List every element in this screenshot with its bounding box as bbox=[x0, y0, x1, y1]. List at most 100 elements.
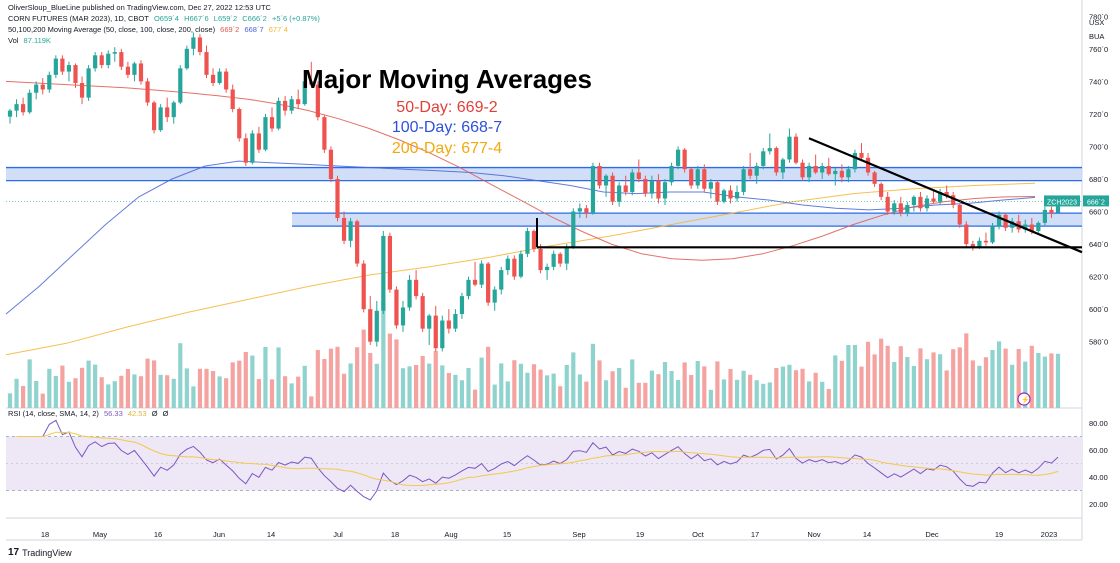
ohlc-high: H667´6 bbox=[184, 14, 209, 23]
volume-bar bbox=[512, 360, 517, 408]
volume-bar bbox=[643, 382, 648, 408]
candle-body bbox=[171, 102, 176, 118]
time-axis-label: 18 bbox=[391, 530, 399, 539]
event-flash-icon bbox=[1017, 392, 1031, 406]
candle-body bbox=[970, 244, 975, 248]
time-axis-label: 17 bbox=[751, 530, 759, 539]
candle-body bbox=[571, 211, 576, 248]
publisher-text: OliverSloup_BlueLine published on Tradin… bbox=[8, 3, 271, 12]
unit-label: BUA bbox=[1089, 32, 1104, 41]
price-axis-label: 660´0 bbox=[1089, 208, 1108, 217]
candle-body bbox=[564, 247, 569, 264]
tradingview-logo[interactable]: 17 TradingView bbox=[8, 547, 72, 558]
volume-bar bbox=[905, 357, 910, 408]
candle-body bbox=[1042, 209, 1047, 223]
volume-bar bbox=[7, 393, 13, 408]
rsi-legend[interactable]: RSI (14, close, SMA, 14, 2) 56.33 42.53 … bbox=[8, 409, 172, 419]
candle-body bbox=[86, 68, 91, 98]
rsi-axis-label: 60.00 bbox=[1089, 446, 1108, 455]
rsi-na-value-2: Ø bbox=[162, 409, 169, 418]
candle-body bbox=[276, 100, 281, 129]
candle-body bbox=[368, 309, 373, 342]
volume-legend-title[interactable]: Vol bbox=[8, 36, 19, 45]
candle-body bbox=[132, 63, 137, 75]
rsi-value: 56.33 bbox=[103, 409, 123, 418]
rsi-legend-title[interactable]: RSI (14, close, SMA, 14, 2) bbox=[8, 409, 99, 418]
candle-body bbox=[112, 52, 117, 54]
candle-body bbox=[610, 175, 615, 202]
volume-bar bbox=[446, 373, 451, 408]
candle-body bbox=[584, 208, 589, 214]
candle-body bbox=[951, 195, 956, 206]
ma-legend-title[interactable]: 50,100,200 Moving Average (50, close, 10… bbox=[8, 25, 216, 34]
annotation-ma200: 200-Day: 677-4 bbox=[392, 140, 502, 157]
volume-bar bbox=[1029, 345, 1034, 408]
time-axis-label: Jul bbox=[333, 530, 343, 539]
candle-body bbox=[846, 169, 851, 178]
candle-body bbox=[453, 314, 458, 329]
candle-body bbox=[892, 203, 897, 212]
candle-body bbox=[355, 221, 360, 264]
candle-body bbox=[119, 52, 124, 67]
candle-body bbox=[315, 84, 320, 118]
volume-bar bbox=[191, 386, 196, 408]
rsi-line bbox=[16, 419, 1059, 501]
volume-bar bbox=[676, 380, 681, 408]
volume-bar bbox=[964, 333, 969, 408]
candle-body bbox=[512, 258, 517, 277]
volume-bar bbox=[27, 359, 32, 408]
volume-bar bbox=[990, 350, 995, 408]
volume-bar bbox=[918, 348, 923, 408]
symbol-badge bbox=[1044, 195, 1080, 207]
symbol-badge-text: ZCH2023 bbox=[1047, 199, 1077, 206]
candle-body bbox=[224, 71, 229, 90]
volume-bar bbox=[197, 368, 203, 408]
candle-body bbox=[322, 117, 327, 150]
volume-legend[interactable]: Vol 87.119K bbox=[8, 36, 54, 46]
volume-bar bbox=[911, 366, 916, 408]
volume-bar bbox=[1055, 353, 1061, 408]
price-axis-label: 640´0 bbox=[1089, 240, 1108, 249]
volume-bar bbox=[158, 374, 163, 408]
candle-body bbox=[230, 89, 235, 110]
candle-body bbox=[296, 99, 301, 105]
volume-bar bbox=[996, 341, 1002, 408]
candle-body bbox=[872, 172, 877, 184]
candle-body bbox=[780, 159, 785, 173]
volume-bar bbox=[885, 345, 890, 408]
volume-bar bbox=[983, 357, 989, 408]
ma-legend[interactable]: 50,100,200 Moving Average (50, close, 10… bbox=[8, 25, 291, 35]
volume-bar bbox=[741, 370, 746, 408]
volume-bar bbox=[315, 350, 320, 408]
candle-body bbox=[767, 148, 772, 152]
volume-bar bbox=[479, 357, 484, 408]
candle-body bbox=[518, 253, 523, 277]
candle-body bbox=[577, 208, 582, 212]
candle-body bbox=[531, 231, 537, 249]
volume-bar bbox=[931, 352, 936, 408]
ma100-line bbox=[5, 160, 1036, 315]
candle-body bbox=[957, 205, 962, 225]
symbol-legend[interactable]: CORN FUTURES (MAR 2023), 1D, CBOT O659´4… bbox=[8, 14, 323, 24]
candle-body bbox=[944, 191, 949, 196]
volume-bar bbox=[813, 372, 818, 408]
time-axis-label: 18 bbox=[41, 530, 49, 539]
candle-body bbox=[1029, 224, 1034, 232]
price-badge bbox=[1083, 195, 1109, 207]
volume-bar bbox=[355, 347, 360, 408]
volume-bar bbox=[970, 360, 975, 408]
volume-bar bbox=[728, 369, 733, 408]
candle-body bbox=[643, 178, 648, 194]
symbol-title[interactable]: CORN FUTURES (MAR 2023), 1D, CBOT bbox=[8, 14, 149, 23]
candle-body bbox=[145, 81, 150, 103]
volume-bar bbox=[99, 377, 104, 408]
time-axis-label: Dec bbox=[925, 530, 939, 539]
volume-bar bbox=[1016, 349, 1021, 408]
candle-body bbox=[138, 63, 144, 82]
volume-bar bbox=[335, 346, 340, 408]
candles bbox=[7, 32, 1061, 352]
volume-bar bbox=[138, 376, 144, 408]
rsi-ma-line bbox=[16, 431, 1059, 486]
volume-bar bbox=[1049, 353, 1054, 408]
